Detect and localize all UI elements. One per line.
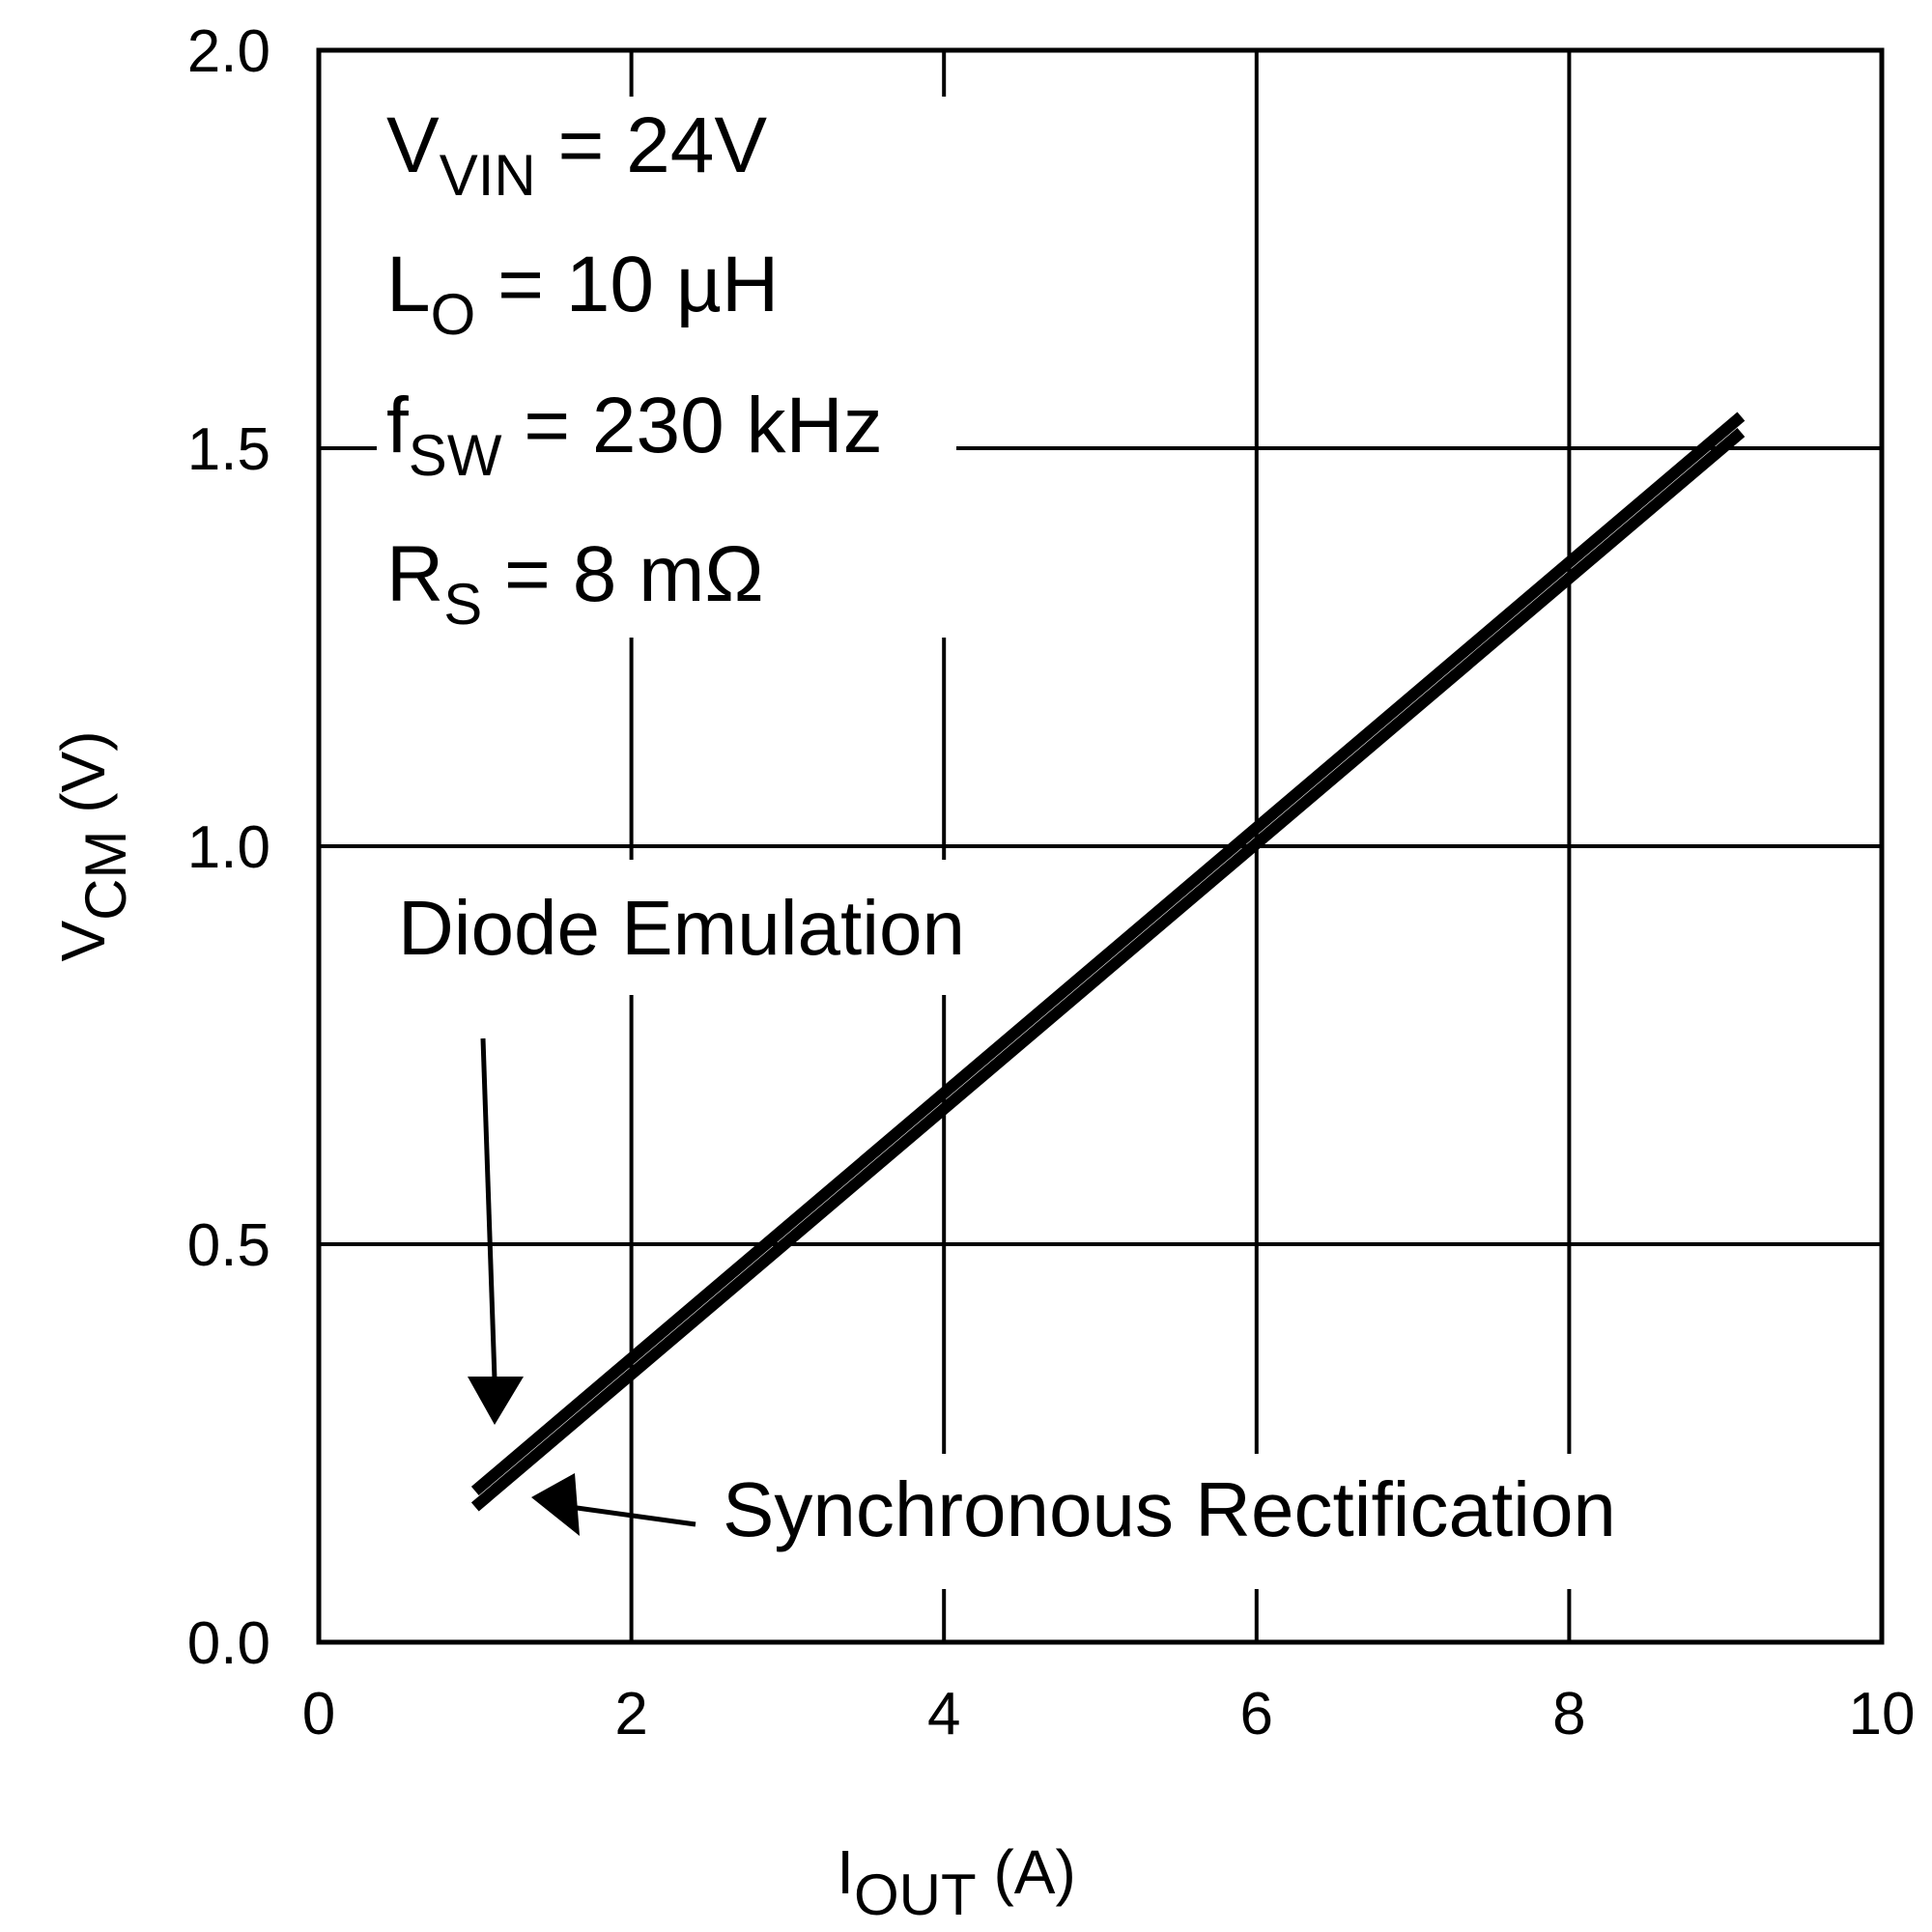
condition-rs: RS = 8 mΩ	[386, 530, 764, 637]
label-backgrounds	[377, 97, 1739, 1589]
condition-fsw: fSW = 230 kHz	[386, 382, 883, 488]
synchronous-rectification-arrowhead	[531, 1473, 580, 1536]
y-tick-label: 1.0	[187, 814, 270, 881]
series-group	[470, 412, 1746, 1512]
sync-rect-background	[715, 1454, 1739, 1589]
x-tick-label: 10	[1849, 1681, 1916, 1747]
x-tick-label: 8	[1552, 1681, 1585, 1747]
annotation-synchronous-rectification: Synchronous Rectification	[723, 1466, 1616, 1552]
x-tick-label: 2	[614, 1681, 647, 1747]
x-tick-label: 6	[1240, 1681, 1273, 1747]
x-tick-label: 0	[302, 1681, 335, 1747]
diode-emulation-background	[386, 860, 1063, 995]
plot-frame	[316, 47, 1885, 1645]
tick-labels: 0 2 4 6 8 10 0.0 0.5 1.0 1.5 2.0	[187, 18, 1916, 1747]
series-line-synchronous-rectification	[470, 427, 1746, 1512]
y-tick-label: 1.5	[187, 416, 270, 483]
annotation-diode-emulation: Diode Emulation	[398, 885, 965, 971]
conditions-background	[377, 97, 956, 638]
x-tick-label: 4	[927, 1681, 960, 1747]
diode-emulation-arrowhead	[468, 1377, 524, 1425]
y-tick-label: 0.0	[187, 1610, 270, 1677]
synchronous-rectification-arrow	[531, 1473, 696, 1536]
y-axis-title: VCM (V)	[48, 730, 138, 961]
y-tick-label: 2.0	[187, 18, 270, 85]
diode-emulation-arrow	[468, 1037, 524, 1425]
condition-vin: VVIN = 24V	[386, 101, 767, 208]
condition-lo: LO = 10 µH	[386, 241, 779, 347]
x-axis-title: IOUT (A)	[837, 1837, 1076, 1927]
test-conditions: VVIN = 24V LO = 10 µH fSW = 230 kHz RS =…	[386, 101, 883, 637]
y-tick-label: 0.5	[187, 1212, 270, 1279]
series-line-diode-emulation	[470, 412, 1746, 1496]
